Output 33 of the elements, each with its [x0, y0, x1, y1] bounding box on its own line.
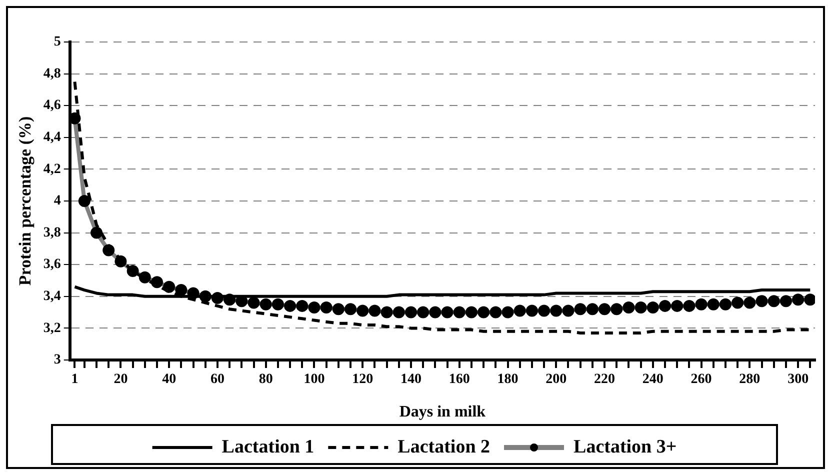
x-tick-label: 100	[304, 372, 325, 388]
x-tick-label: 220	[594, 372, 616, 388]
point	[126, 264, 139, 277]
y-tick-label: 5	[54, 34, 61, 50]
x-tick-label: 140	[400, 372, 422, 388]
x-tick-label: 180	[497, 372, 518, 388]
legend-label: Lactation 1	[222, 436, 314, 458]
y-tick-label: 4,6	[43, 98, 61, 114]
x-tick-label: 280	[739, 372, 760, 388]
x-tick-label: 1	[71, 372, 78, 388]
y-tick-label: 3,4	[43, 289, 61, 304]
x-tick-label: 60	[210, 372, 224, 388]
y-tick-label: 4	[54, 194, 61, 209]
x-tick-label: 20	[114, 372, 128, 388]
y-tick-label: 3,8	[43, 225, 61, 240]
y-tick-label: 4,2	[43, 162, 61, 177]
legend-label: Lactation 2	[398, 436, 490, 458]
x-tick-label: 40	[162, 372, 176, 388]
y-tick-label: 3,6	[43, 257, 61, 272]
x-tick-label: 260	[690, 372, 712, 388]
x-axis-title: Days in milk	[399, 404, 486, 421]
x-tick-label: 80	[258, 372, 273, 388]
x-tick-label: 300	[788, 372, 809, 388]
legend-label: Lactation 3+	[574, 436, 677, 458]
x-tick-label: 160	[448, 372, 470, 388]
y-tick-label: 3,2	[43, 320, 61, 336]
y-axis-title: Protein percentage (%)	[16, 116, 35, 286]
y-tick-label: 3	[54, 352, 61, 368]
y-tick-label: 4,8	[43, 66, 61, 82]
x-tick-label: 120	[352, 372, 374, 388]
x-tick-label: 240	[642, 372, 664, 388]
y-tick-label: 4,4	[43, 130, 61, 146]
x-tick-label: 200	[546, 372, 567, 388]
